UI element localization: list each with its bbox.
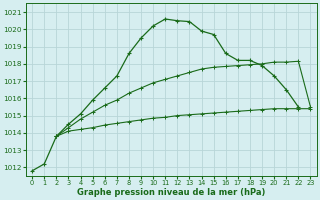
X-axis label: Graphe pression niveau de la mer (hPa): Graphe pression niveau de la mer (hPa) [77,188,266,197]
